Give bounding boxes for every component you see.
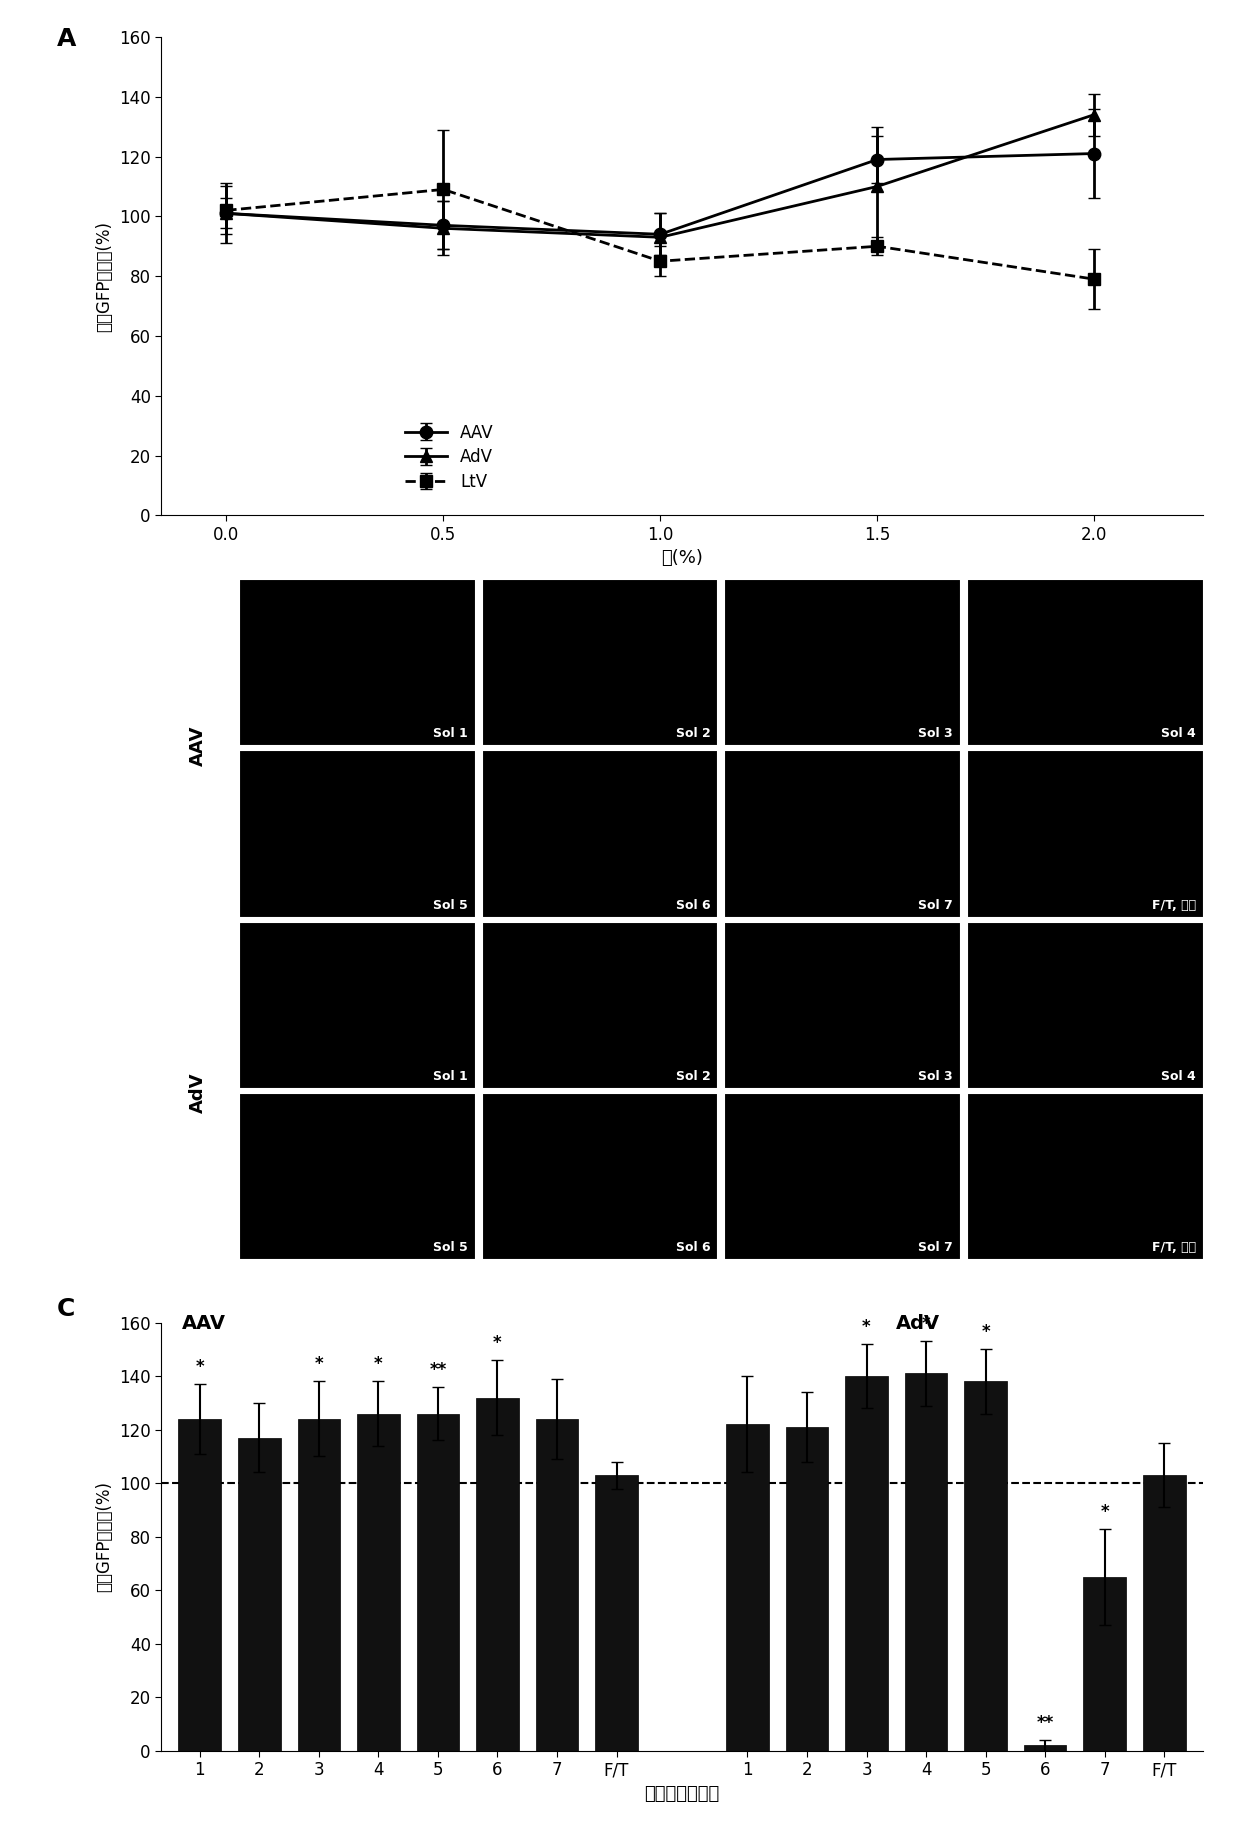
- Bar: [1143, 1474, 1185, 1751]
- Text: F/T, 对照: F/T, 对照: [1152, 899, 1195, 912]
- Text: Sol 3: Sol 3: [919, 1069, 954, 1084]
- Bar: [476, 1397, 518, 1751]
- Text: *: *: [862, 1318, 870, 1336]
- Bar: [965, 1382, 1007, 1751]
- Y-axis label: 基于GFP的感染(%): 基于GFP的感染(%): [95, 1482, 114, 1592]
- Bar: [905, 1373, 947, 1751]
- X-axis label: 盐(%): 盐(%): [661, 549, 703, 568]
- Text: AdV: AdV: [188, 1073, 207, 1113]
- Bar: [1084, 1578, 1126, 1751]
- Text: AAV: AAV: [188, 726, 207, 767]
- Text: *: *: [374, 1355, 383, 1373]
- Text: *: *: [921, 1316, 930, 1332]
- Text: **: **: [429, 1360, 446, 1379]
- Text: F/T, 对照: F/T, 对照: [1152, 1240, 1195, 1253]
- Bar: [238, 1438, 280, 1751]
- Y-axis label: 基于GFP的感染(%): 基于GFP的感染(%): [95, 221, 114, 332]
- Bar: [595, 1474, 637, 1751]
- Bar: [536, 1419, 578, 1751]
- Text: A: A: [57, 28, 77, 52]
- Text: C: C: [57, 1297, 76, 1321]
- Text: Sol 5: Sol 5: [433, 1240, 467, 1253]
- Text: Sol 6: Sol 6: [676, 899, 711, 912]
- Text: Sol 4: Sol 4: [1161, 1069, 1195, 1084]
- Text: Sol 2: Sol 2: [676, 728, 711, 741]
- Text: Sol 6: Sol 6: [676, 1240, 711, 1253]
- Text: Sol 2: Sol 2: [676, 1069, 711, 1084]
- Bar: [298, 1419, 340, 1751]
- X-axis label: 编号的裂解溶液: 编号的裂解溶液: [645, 1784, 719, 1802]
- Text: Sol 1: Sol 1: [433, 1069, 467, 1084]
- Bar: [357, 1414, 399, 1751]
- Bar: [786, 1426, 828, 1751]
- Text: AAV: AAV: [182, 1314, 226, 1332]
- Text: Sol 7: Sol 7: [919, 899, 954, 912]
- Text: B: B: [57, 566, 76, 590]
- Legend: AAV, AdV, LtV: AAV, AdV, LtV: [399, 417, 501, 498]
- Text: *: *: [196, 1358, 205, 1377]
- Text: Sol 3: Sol 3: [919, 728, 954, 741]
- Text: Sol 1: Sol 1: [433, 728, 467, 741]
- Text: *: *: [494, 1334, 502, 1353]
- Bar: [417, 1414, 459, 1751]
- Bar: [846, 1377, 888, 1751]
- Bar: [727, 1425, 769, 1751]
- Text: *: *: [981, 1323, 990, 1342]
- Text: *: *: [315, 1355, 324, 1373]
- Text: *: *: [1100, 1502, 1109, 1520]
- Bar: [179, 1419, 221, 1751]
- Text: Sol 4: Sol 4: [1161, 728, 1195, 741]
- Text: Sol 5: Sol 5: [433, 899, 467, 912]
- Text: AdV: AdV: [897, 1314, 940, 1332]
- Bar: [1024, 1745, 1066, 1751]
- Text: Sol 7: Sol 7: [919, 1240, 954, 1253]
- Text: **: **: [1037, 1714, 1054, 1732]
